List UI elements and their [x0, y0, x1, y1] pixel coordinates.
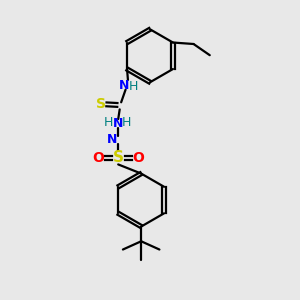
Text: S: S [96, 98, 106, 111]
Text: N: N [106, 133, 117, 146]
Text: N: N [119, 79, 129, 92]
Text: H: H [104, 116, 113, 128]
Text: O: O [132, 151, 144, 165]
Text: S: S [113, 150, 124, 165]
Text: H: H [129, 80, 139, 93]
Text: O: O [92, 151, 104, 165]
Text: H: H [122, 116, 131, 128]
Text: N: N [113, 117, 123, 130]
